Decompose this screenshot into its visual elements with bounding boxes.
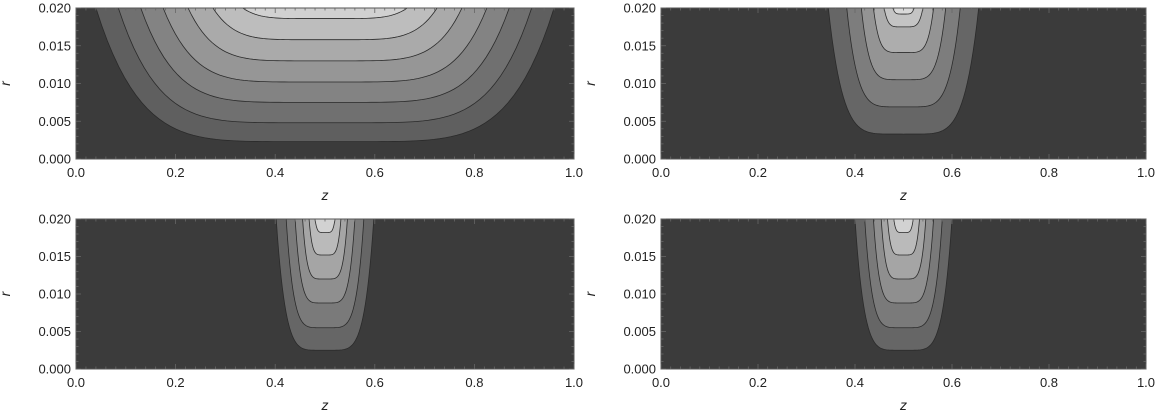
- y-tick-label: 0.000: [623, 362, 656, 377]
- contour-band-5: [883, 8, 924, 28]
- x-tick-label: 0.8: [465, 375, 483, 390]
- y-tick-label: 0.020: [623, 212, 656, 227]
- contour-panel-2: 0.0 0.2 0.4 0.6 0.8 1.0 0.000 0.005 0.010 0.015 0.…: [582, 1, 1155, 204]
- y-tick-label: 0.010: [623, 287, 656, 302]
- x-tick-label: 0.6: [943, 165, 961, 180]
- x-tick-label: 0.4: [846, 165, 864, 180]
- y-tick-label: 0.020: [623, 1, 656, 16]
- y-axis-label: r: [0, 290, 13, 296]
- contour-band-7: [242, 8, 408, 19]
- y-axis-label: r: [0, 80, 13, 86]
- contour-band-6: [314, 219, 336, 233]
- y-tick-label: 0.000: [38, 362, 71, 377]
- x-tick-label: 0.4: [266, 375, 284, 390]
- x-tick-label: 0.8: [1040, 165, 1058, 180]
- y-tick-label: 0.010: [38, 76, 71, 91]
- x-tick-label: 0.0: [652, 375, 670, 390]
- x-axis-label: z: [321, 397, 329, 413]
- x-tick-label: 0.8: [465, 165, 483, 180]
- contour-band-6: [892, 8, 915, 15]
- x-tick-label: 0.2: [749, 165, 767, 180]
- y-tick-label: 0.015: [623, 249, 656, 264]
- y-tick-label: 0.005: [623, 324, 656, 339]
- x-tick-label: 0.2: [167, 165, 185, 180]
- y-tick-label: 0.020: [38, 1, 71, 16]
- x-tick-label: 1.0: [565, 165, 583, 180]
- x-tick-label: 0.8: [1040, 375, 1058, 390]
- y-axis-label: r: [582, 80, 598, 86]
- y-tick-label: 0.015: [38, 38, 71, 53]
- x-tick-label: 0.2: [167, 375, 185, 390]
- y-axis-label: r: [582, 290, 598, 296]
- contour-panel-4: 0.0 0.2 0.4 0.6 0.8 1.0 0.000 0.005 0.010 0.015 0.…: [582, 212, 1155, 414]
- x-tick-label: 1.0: [1137, 375, 1155, 390]
- y-tick-label: 0.020: [38, 212, 71, 227]
- x-tick-label: 0.2: [749, 375, 767, 390]
- x-tick-label: 0.6: [366, 165, 384, 180]
- x-tick-label: 1.0: [1137, 165, 1155, 180]
- y-tick-label: 0.000: [623, 152, 656, 167]
- y-tick-label: 0.005: [38, 114, 71, 129]
- y-tick-label: 0.005: [38, 324, 71, 339]
- x-tick-label: 1.0: [565, 375, 583, 390]
- x-tick-label: 0.4: [846, 375, 864, 390]
- y-tick-label: 0.000: [38, 152, 71, 167]
- x-axis-label: z: [899, 397, 907, 413]
- y-tick-label: 0.010: [38, 287, 71, 302]
- x-tick-label: 0.4: [266, 165, 284, 180]
- y-tick-label: 0.005: [623, 114, 656, 129]
- contour-panel-1: 0.0 0.2 0.4 0.6 0.8 1.0 0.000 0.005 0.010 0.015 0.…: [0, 1, 583, 204]
- contour-panel-3: 0.0 0.2 0.4 0.6 0.8 1.0 0.000 0.005 0.010 0.015 0.…: [0, 212, 583, 414]
- contour-band-6: [893, 219, 914, 233]
- x-tick-label: 0.0: [652, 165, 670, 180]
- x-tick-label: 0.0: [67, 165, 85, 180]
- x-axis-label: z: [899, 187, 907, 203]
- y-tick-label: 0.015: [38, 249, 71, 264]
- x-tick-label: 0.6: [943, 375, 961, 390]
- y-tick-label: 0.015: [623, 38, 656, 53]
- y-tick-label: 0.010: [623, 76, 656, 91]
- x-axis-label: z: [321, 187, 329, 203]
- x-tick-label: 0.6: [366, 375, 384, 390]
- x-tick-label: 0.0: [67, 375, 85, 390]
